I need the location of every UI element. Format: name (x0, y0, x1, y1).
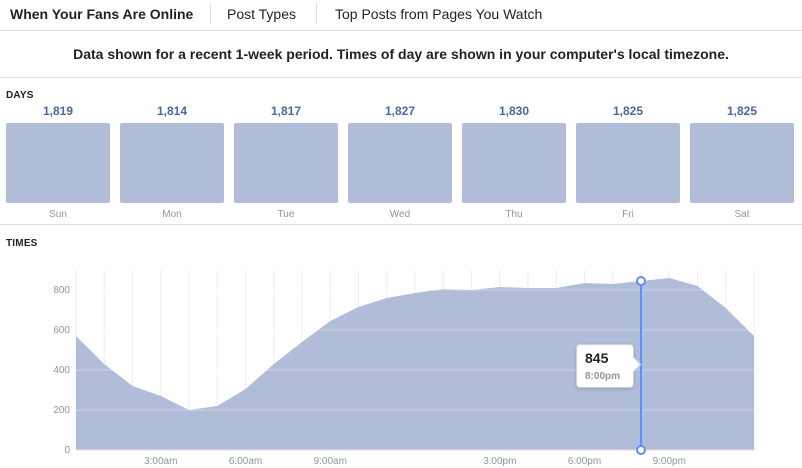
day-name: Thu (505, 209, 523, 220)
tab-top-posts[interactable]: Top Posts from Pages You Watch (335, 6, 543, 22)
days-section-label: DAYS (6, 90, 34, 101)
day-bar[interactable] (120, 123, 224, 203)
times-area-chart[interactable]: 0 200 400 600 800 3:00am 6:00am 9:00am 3:00pm 6:0… (0, 256, 802, 468)
section-divider (0, 224, 802, 225)
y-tick-label: 800 (53, 285, 70, 296)
tab-separator (210, 3, 211, 24)
day-column-tue[interactable]: 1,817 Tue (234, 101, 338, 221)
tab-post-types[interactable]: Post Types (227, 6, 297, 22)
day-count: 1,825 (612, 104, 644, 118)
day-count: 1,825 (726, 104, 758, 118)
x-tick-label: 6:00am (229, 456, 262, 467)
tab-separator (316, 3, 317, 24)
day-bar[interactable] (6, 123, 110, 203)
y-tick-label: 0 (64, 445, 70, 456)
day-column-mon[interactable]: 1,814 Mon (120, 101, 224, 221)
day-column-sat[interactable]: 1,825 Sat (690, 101, 794, 221)
day-name: Wed (389, 209, 411, 220)
day-column-sun[interactable]: 1,819 Sun (6, 101, 110, 221)
tab-when-fans-online[interactable]: When Your Fans Are Online (10, 6, 194, 22)
section-divider (0, 77, 802, 78)
x-tick-label: 6:00pm (568, 456, 601, 467)
series-area (76, 278, 754, 450)
day-name: Fri (622, 209, 634, 220)
hover-point-top (636, 276, 646, 286)
times-section-label: TIMES (6, 238, 38, 249)
day-column-wed[interactable]: 1,827 Wed (348, 101, 452, 221)
x-tick-label: 9:00am (314, 456, 347, 467)
day-name: Sat (734, 209, 750, 220)
day-column-thu[interactable]: 1,830 Thu (462, 101, 566, 221)
day-name: Tue (277, 209, 295, 220)
day-count: 1,817 (270, 104, 302, 118)
y-tick-label: 600 (53, 325, 70, 336)
timezone-notice: Data shown for a recent 1-week period. T… (73, 46, 729, 62)
y-tick-label: 200 (53, 405, 70, 416)
day-name: Mon (162, 209, 182, 220)
day-count: 1,827 (384, 104, 416, 118)
x-tick-label: 9:00pm (653, 456, 686, 467)
tooltip-value: 845 (585, 350, 609, 366)
day-bar[interactable] (462, 123, 566, 203)
day-bar[interactable] (348, 123, 452, 203)
hover-point-bottom (636, 445, 646, 455)
day-count: 1,814 (156, 104, 188, 118)
y-tick-label: 400 (53, 365, 70, 376)
day-bar[interactable] (576, 123, 680, 203)
tooltip-time: 8:00pm (585, 371, 621, 382)
day-count: 1,830 (498, 104, 530, 118)
day-name: Sun (49, 209, 67, 220)
x-tick-label: 3:00pm (483, 456, 516, 467)
tab-bar: When Your Fans Are Online Post Types Top… (0, 0, 802, 31)
day-bar[interactable] (234, 123, 338, 203)
day-count: 1,819 (42, 104, 74, 118)
day-column-fri[interactable]: 1,825 Fri (576, 101, 680, 221)
day-bar[interactable] (690, 123, 794, 203)
chart-tooltip: 845 8:00pm (576, 344, 642, 388)
x-tick-label: 3:00am (144, 456, 177, 467)
